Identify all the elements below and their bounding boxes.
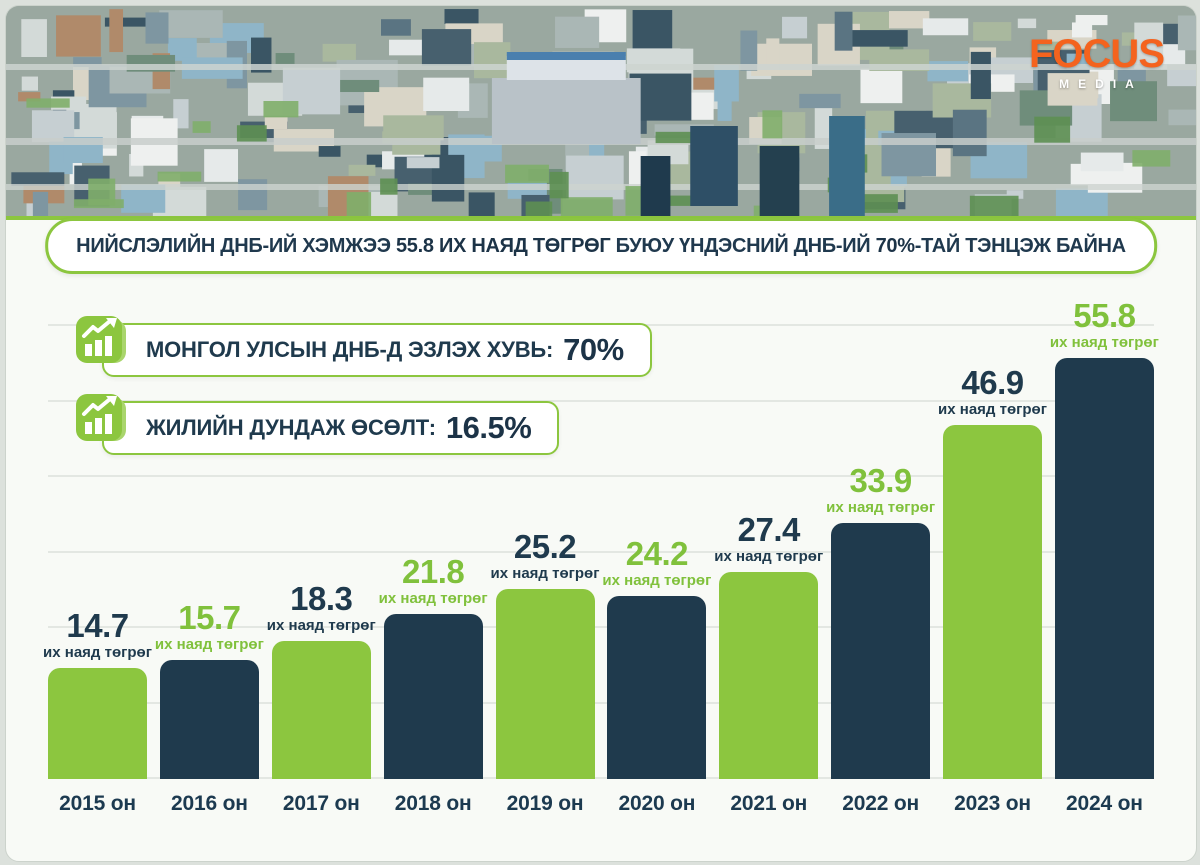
bar-2022	[831, 523, 931, 779]
bar-unit-label: их наяд төгрөг	[1049, 333, 1159, 351]
x-axis-label: 2016 он	[171, 792, 248, 815]
focus-media-logo: FOCUS MEDIA	[1029, 32, 1165, 91]
title-segment: БУЮУ ҮНДЭСНИЙ ДНБ-ИЙ	[610, 234, 876, 257]
bar-2021	[719, 572, 819, 779]
callout-box: ЖИЛИЙН ДУНДАЖ ӨСӨЛТ: 16.5%	[102, 401, 560, 455]
bar-value: 27.4	[737, 511, 801, 549]
bar-unit-label: их наяд төгрөг	[266, 616, 376, 634]
callout-value: 16.5%	[445, 410, 532, 445]
bar-unit-label: их наяд төгрөг	[714, 548, 824, 566]
bar-value: 24.2	[625, 535, 689, 573]
title-segment: -ТАЙ ТЭНЦЭЖ БАЙНА	[914, 234, 1126, 257]
bar-unit-label: их наяд төгрөг	[378, 590, 488, 608]
bar-slot: 46.9 их наяд төгрөг 2023 он	[938, 366, 1047, 826]
bar-unit-label: их наяд төгрөг	[43, 644, 152, 662]
infographic-card: FOCUS MEDIA 14.7 их наяд төгрөг 2015 он 15.…	[5, 5, 1197, 862]
x-axis-label: 2024 он	[1066, 792, 1143, 815]
gridline	[48, 626, 1154, 628]
gridline	[48, 475, 1154, 477]
bar-value-label: 25.2 их наяд төгрөг	[491, 530, 600, 582]
bar-slot: 27.4 их наяд төгрөг 2021 он	[714, 513, 823, 826]
x-axis-label: 2019 он	[506, 792, 584, 815]
bar-value-label: 27.4 их наяд төгрөг	[714, 513, 823, 565]
title-segment: 70%	[875, 234, 915, 257]
bar-slot: 55.8 их наяд төгрөг 2024 он	[1050, 299, 1159, 826]
bar-unit-label: их наяд төгрөг	[154, 636, 264, 654]
bar-value-label: 33.9 их наяд төгрөг	[826, 464, 935, 516]
logo-subtitle: MEDIA	[1059, 77, 1143, 91]
bar-2020	[607, 596, 707, 779]
bar-value: 46.9	[961, 363, 1024, 401]
title-text: НИЙСЛЭЛИЙН ДНБ-ИЙ ХЭМЖЭЭ 55.8 ИХ НАЯД ТӨ…	[76, 235, 1126, 258]
growth-chart-icon	[76, 394, 126, 441]
bar-2024	[1054, 357, 1154, 779]
callout-avg-growth: ЖИЛИЙН ДУНДАЖ ӨСӨЛТ: 16.5%	[74, 391, 560, 455]
bar-value: 18.3	[290, 579, 353, 617]
bars-row: 14.7 их наяд төгрөг 2015 он 15.7 их наяд төг…	[43, 286, 1159, 826]
callout-label: ЖИЛИЙН ДУНДАЖ ӨСӨЛТ:	[146, 415, 436, 440]
bar-value-label: 21.8 их наяд төгрөг	[379, 555, 488, 607]
gridline	[48, 550, 1154, 553]
bar-slot: 18.3 их наяд төгрөг 2017 он	[267, 582, 376, 826]
bar-value-label: 15.7 их наяд төгрөг	[155, 601, 264, 653]
callout-box: МОНГОЛ УЛСЫН ДНБ-Д ЭЗЛЭХ ХУВЬ: 70%	[102, 323, 652, 377]
bar-2019	[495, 588, 595, 779]
bar-value-label: 46.9 их наяд төгрөг	[938, 366, 1047, 418]
gridline	[48, 777, 1154, 779]
title-segment: 55.8 ИХ НАЯД ТӨГРӨГ	[395, 234, 611, 257]
bar-value-label: 14.7 их наяд төгрөг	[43, 609, 152, 661]
gridline	[48, 701, 1154, 704]
bar-value: 15.7	[178, 599, 241, 637]
gridline	[48, 399, 1154, 402]
callout-gdp-share: МОНГОЛ УЛСЫН ДНБ-Д ЭЗЛЭХ ХУВЬ: 70%	[74, 313, 652, 377]
x-axis-label: 2018 он	[394, 792, 472, 815]
bar-slot: 14.7 их наяд төгрөг 2015 он	[43, 609, 152, 826]
bar-slot: 24.2 их наяд төгрөг 2020 он	[602, 537, 711, 826]
x-axis-label: 2017 он	[282, 792, 360, 815]
callout-value: 70%	[563, 332, 624, 367]
growth-chart-icon	[76, 316, 126, 363]
bar-unit-label: их наяд төгрөг	[938, 400, 1047, 418]
x-axis-label: 2022 он	[842, 792, 919, 815]
title-banner: НИЙСЛЭЛИЙН ДНБ-ИЙ ХЭМЖЭЭ 55.8 ИХ НАЯД ТӨ…	[45, 218, 1157, 274]
city-photo-svg	[6, 6, 1196, 216]
x-axis-label: 2023 он	[954, 792, 1031, 815]
bar-slot: 25.2 их наяд төгрөг 2019 он	[491, 530, 600, 826]
bar-2016	[159, 660, 259, 779]
bar-slot: 15.7 их наяд төгрөг 2016 он	[155, 601, 264, 826]
x-axis-label: 2021 он	[730, 792, 808, 815]
bar-unit-label: их наяд төгрөг	[490, 564, 600, 582]
title-segment: НИЙСЛЭЛИЙН ДНБ-ИЙ ХЭМЖЭЭ	[76, 234, 396, 257]
bar-chart: 14.7 их наяд төгрөг 2015 он 15.7 их наяд төг…	[43, 286, 1159, 826]
bar-2018	[383, 614, 483, 779]
x-axis-label: 2020 он	[618, 792, 696, 815]
bar-slot: 21.8 их наяд төгрөг 2018 он	[379, 555, 488, 826]
bar-value: 14.7	[66, 607, 129, 645]
callout-label: МОНГОЛ УЛСЫН ДНБ-Д ЭЗЛЭХ ХУВЬ:	[146, 337, 554, 362]
bar-2015	[48, 668, 147, 779]
bar-value-label: 18.3 их наяд төгрөг	[267, 582, 376, 634]
logo-wordmark: FOCUS	[1029, 32, 1165, 76]
bar-value: 33.9	[849, 462, 913, 500]
bar-unit-label: их наяд төгрөг	[826, 499, 936, 517]
x-axis-label: 2015 он	[59, 792, 136, 815]
bar-value: 21.8	[402, 553, 465, 591]
city-aerial-photo: FOCUS MEDIA	[6, 6, 1196, 220]
bar-value: 25.2	[513, 527, 577, 565]
bar-value-label: 24.2 их наяд төгрөг	[602, 537, 711, 589]
bar-2023	[943, 424, 1042, 779]
bar-value-label: 55.8 их наяд төгрөг	[1050, 299, 1159, 351]
bar-value: 55.8	[1073, 296, 1136, 334]
bar-unit-label: их наяд төгрөг	[602, 572, 712, 590]
bar-2017	[271, 640, 371, 779]
bar-slot: 33.9 их наяд төгрөг 2022 он	[826, 464, 935, 826]
